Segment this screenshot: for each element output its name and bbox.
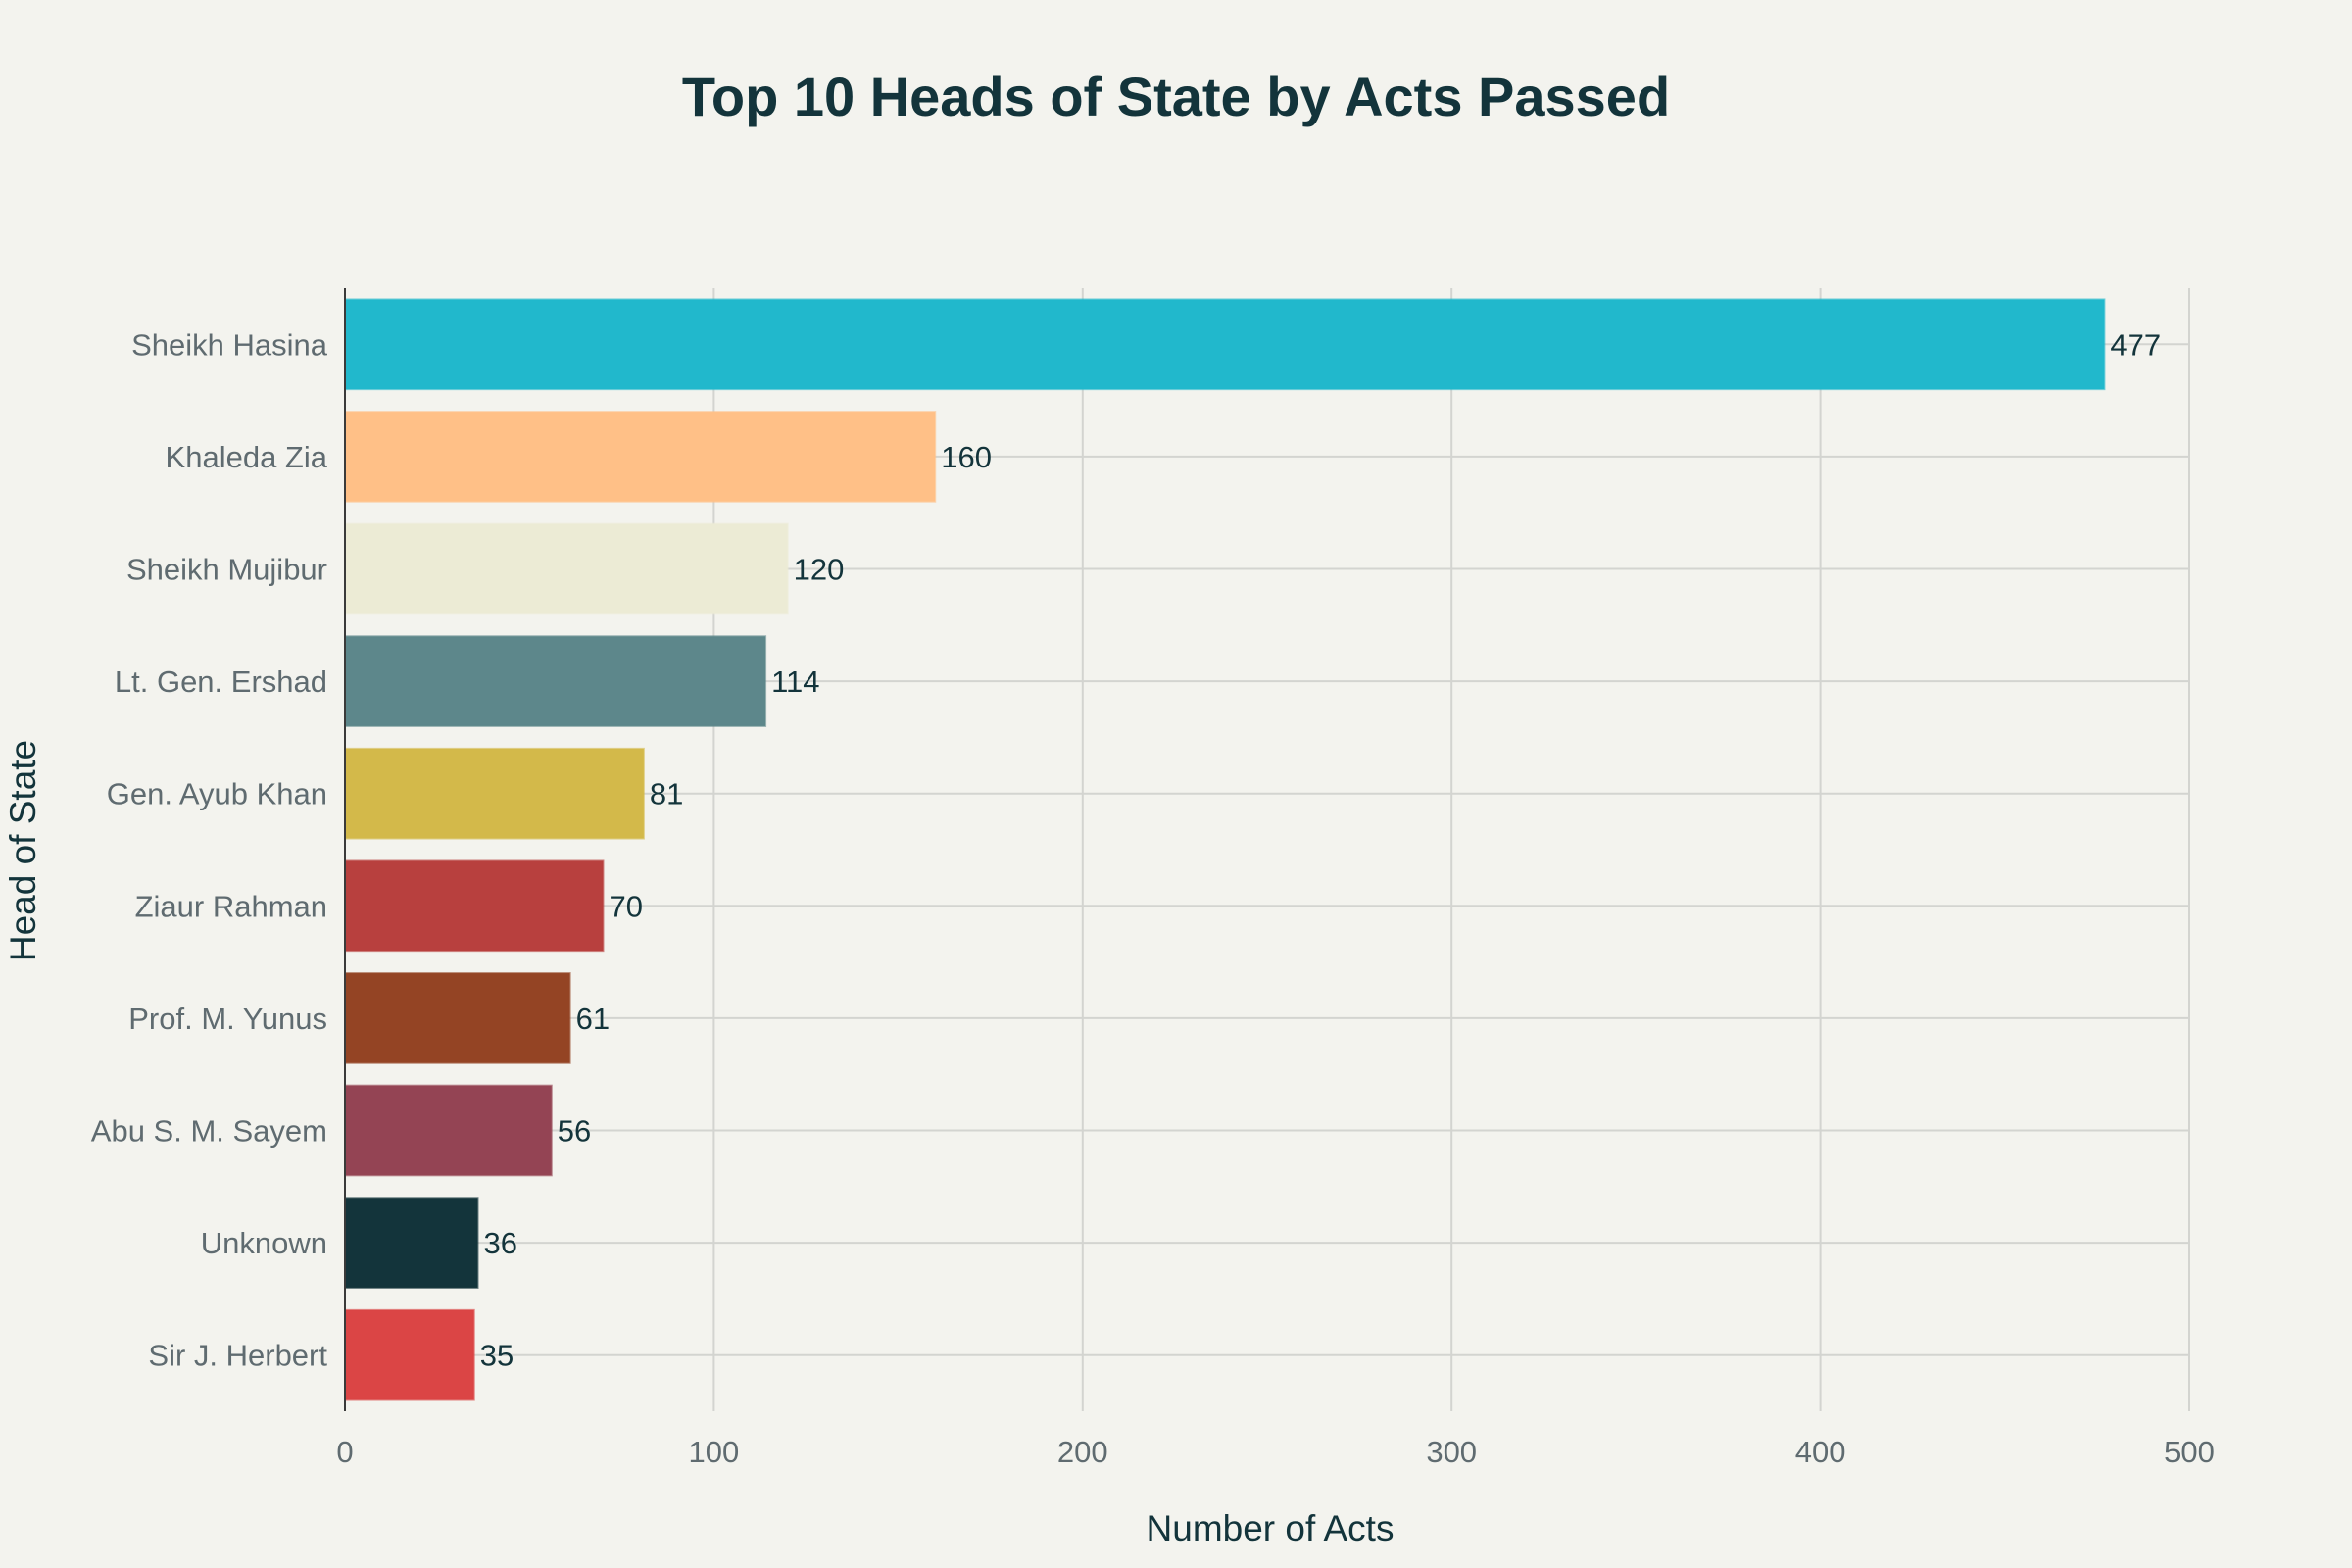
bar-sheikh-mujibur bbox=[344, 522, 789, 615]
x-tick-label: 300 bbox=[1426, 1435, 1477, 1469]
category-label: Sir J. Herbert bbox=[148, 1339, 327, 1373]
data-label: 114 bbox=[771, 664, 819, 699]
x-tick-labels: 0 100 200 300 400 500 bbox=[336, 1435, 2214, 1469]
category-label: Ziaur Rahman bbox=[135, 889, 327, 923]
category-labels: Sheikh Hasina Khaleda Zia Sheikh Mujibur Lt… bbox=[91, 327, 328, 1372]
category-label: Gen. Ayub Khan bbox=[107, 777, 327, 811]
bars bbox=[344, 298, 2106, 1401]
data-label: 56 bbox=[558, 1114, 591, 1149]
bar-khaleda-zia bbox=[344, 411, 937, 503]
data-label: 81 bbox=[650, 777, 683, 811]
bar-sheikh-hasina bbox=[344, 298, 2106, 391]
bar-prof-m-yunus bbox=[344, 972, 571, 1064]
x-tick-label: 400 bbox=[1795, 1435, 1846, 1469]
data-label: 477 bbox=[2110, 327, 2161, 362]
bar-unknown bbox=[344, 1197, 479, 1289]
bar-ziaur-rahman bbox=[344, 859, 605, 953]
x-tick-label: 500 bbox=[2164, 1435, 2215, 1469]
chart-title: Top 10 Heads of State by Acts Passed bbox=[682, 66, 1670, 127]
x-tick-label: 200 bbox=[1057, 1435, 1108, 1469]
data-label: 70 bbox=[609, 889, 642, 923]
data-label: 61 bbox=[576, 1002, 610, 1036]
category-label: Khaleda Zia bbox=[166, 440, 328, 474]
x-tick-label: 100 bbox=[689, 1435, 740, 1469]
data-label: 120 bbox=[794, 553, 845, 587]
data-label: 35 bbox=[480, 1339, 514, 1373]
category-label: Lt. Gen. Ershad bbox=[115, 664, 327, 699]
category-label: Prof. M. Yunus bbox=[128, 1002, 327, 1036]
bar-lt-gen-ershad bbox=[344, 635, 767, 727]
x-tick-label: 0 bbox=[336, 1435, 353, 1469]
y-axis-title: Head of State bbox=[3, 740, 43, 961]
bar-abu-s-m-sayem bbox=[344, 1084, 553, 1177]
data-label: 160 bbox=[941, 440, 992, 474]
bar-sir-j-herbert bbox=[344, 1308, 475, 1401]
category-label: Abu S. M. Sayem bbox=[91, 1114, 327, 1149]
category-label: Unknown bbox=[201, 1226, 327, 1260]
bar-gen-ayub-khan bbox=[344, 747, 645, 840]
x-axis-title: Number of Acts bbox=[1147, 1508, 1395, 1548]
data-labels: 477 160 120 114 81 70 61 56 36 35 bbox=[480, 327, 2161, 1372]
category-label: Sheikh Mujibur bbox=[126, 553, 327, 587]
data-label: 36 bbox=[484, 1226, 517, 1260]
category-label: Sheikh Hasina bbox=[131, 327, 328, 362]
